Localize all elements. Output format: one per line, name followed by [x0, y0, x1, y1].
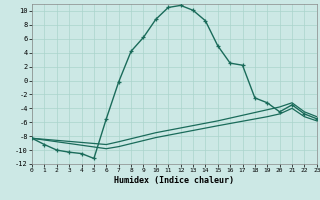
- X-axis label: Humidex (Indice chaleur): Humidex (Indice chaleur): [115, 176, 234, 185]
